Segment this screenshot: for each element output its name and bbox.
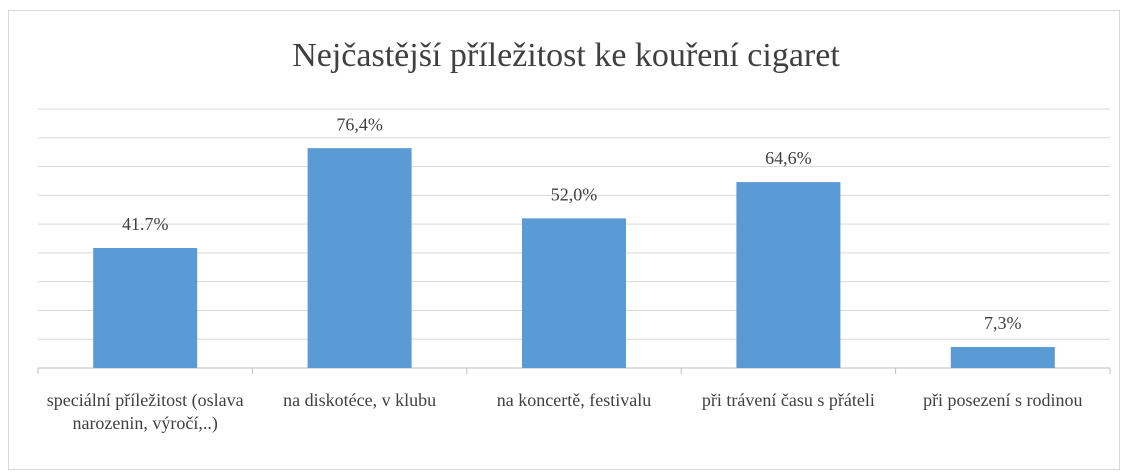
bar: [950, 346, 1055, 368]
data-label: 64,6%: [765, 148, 812, 168]
bar: [522, 218, 626, 368]
data-label: 41.7%: [122, 214, 169, 234]
data-label: 7,3%: [984, 313, 1022, 333]
x-tick-label: při posezení s rodinou: [923, 390, 1083, 410]
bar: [307, 148, 412, 368]
chart-title: Nejčastější příležitost ke kouření cigar…: [292, 37, 840, 74]
x-tick-label: speciální příležitost (oslava narozenin,…: [46, 390, 244, 433]
x-tick-label: na koncertě, festivalu: [496, 390, 652, 410]
data-label: 76,4%: [336, 114, 383, 134]
bar: [736, 182, 841, 368]
x-tick-label: na diskotéce, v klubu: [283, 390, 437, 410]
bar: [93, 247, 198, 368]
x-tick-label: při trávení času s přáteli: [701, 390, 875, 410]
data-label: 52,0%: [551, 184, 598, 204]
